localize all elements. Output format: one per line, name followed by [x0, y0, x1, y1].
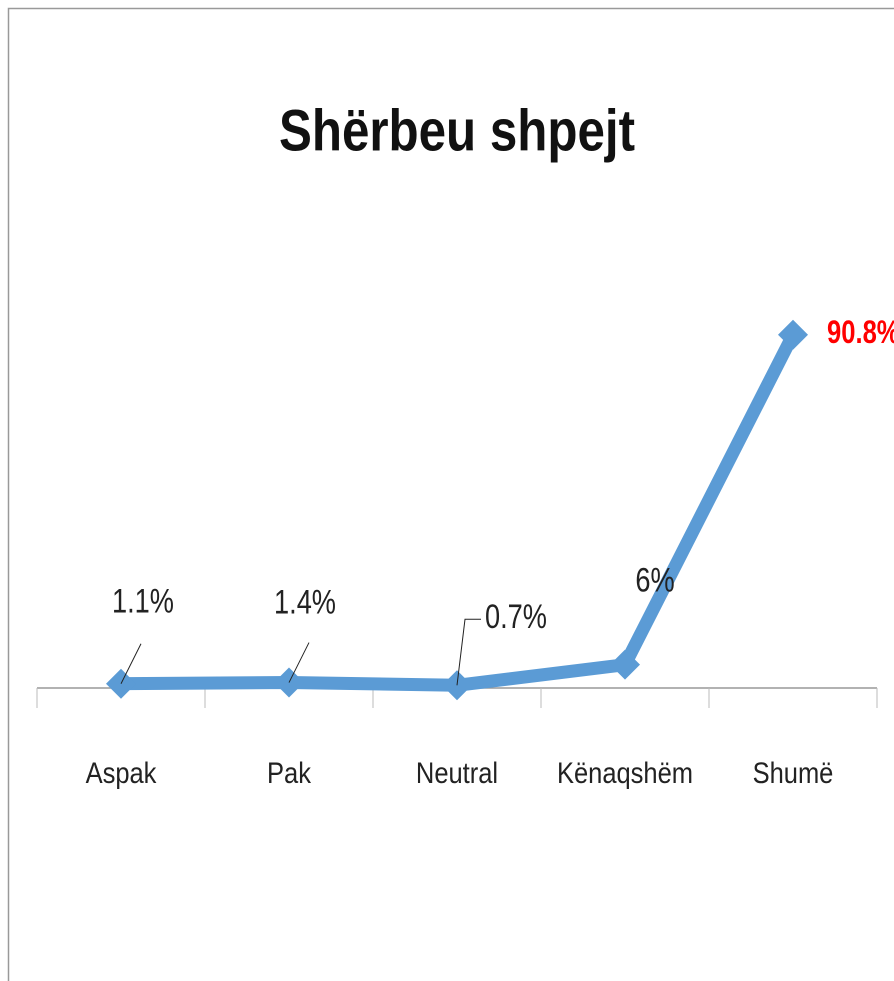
x-tick-label: Aspak	[86, 756, 157, 789]
x-tick-label: Shumë	[753, 756, 834, 789]
chart-title: Shërbeu shpejt	[279, 99, 635, 164]
leader-line	[456, 618, 481, 686]
data-label: 6%	[635, 561, 674, 600]
marker	[610, 649, 640, 680]
data-label: 1.4%	[274, 583, 336, 622]
leader-line	[120, 643, 142, 684]
x-tick-label: Neutral	[416, 756, 498, 789]
x-tick-label: Kënaqshëm	[557, 756, 693, 789]
marker	[778, 319, 808, 350]
x-tick-label: Pak	[267, 756, 311, 789]
data-label: 1.1%	[112, 582, 174, 621]
data-label: 90.8%	[827, 316, 894, 351]
chart-frame	[7, 7, 894, 981]
leader-line	[288, 642, 310, 683]
data-label: 0.7%	[485, 597, 547, 636]
